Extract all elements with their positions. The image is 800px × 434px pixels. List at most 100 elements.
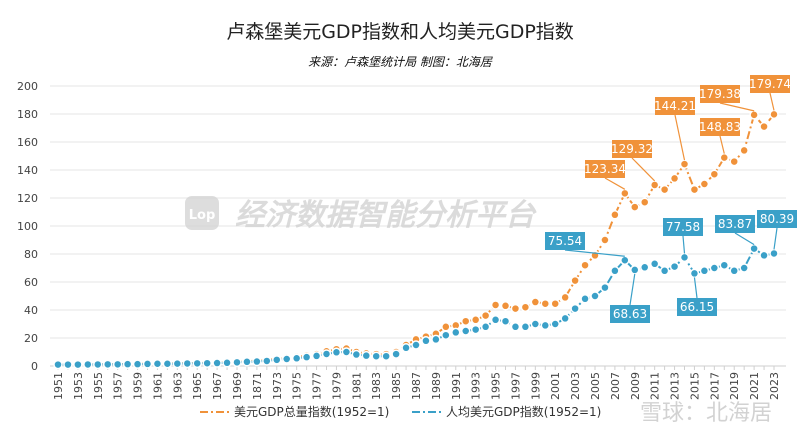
annotation-box: [715, 215, 755, 233]
data-point-1: [152, 359, 163, 369]
data-point-1: [659, 266, 670, 276]
chart-title: 卢森堡美元GDP指数和人均美元GDP指数: [226, 21, 574, 43]
data-point-1: [232, 357, 242, 368]
data-point-0: [739, 145, 749, 156]
x-tick-label: 1987: [410, 372, 423, 400]
data-point-0: [570, 275, 580, 286]
x-tick-label: 1961: [151, 372, 164, 400]
data-point-1: [301, 352, 312, 362]
data-point-0: [699, 179, 710, 189]
chart-subtitle: 来源：卢森堡统计局 制图：北海居: [308, 55, 493, 69]
data-point-1: [451, 327, 461, 338]
x-tick-label: 1991: [450, 372, 463, 400]
data-point-1: [441, 330, 451, 340]
x-tick-label: 2021: [748, 372, 761, 400]
data-point-0: [480, 310, 491, 321]
data-point-1: [192, 358, 202, 369]
annotation-leader: [693, 277, 698, 299]
annotation-box: [585, 160, 625, 178]
annotation-leader: [769, 92, 775, 111]
x-tick-label: 1957: [112, 372, 125, 400]
annotation-box: [610, 305, 650, 323]
data-point-1: [242, 357, 252, 367]
data-label: 123.34: [584, 162, 626, 176]
y-tick-label: 0: [31, 360, 38, 373]
data-point-1: [769, 248, 779, 259]
watermark-xueqiu: 雪球：北海居: [640, 401, 772, 426]
data-point-0: [510, 303, 521, 314]
y-tick-label: 40: [24, 304, 38, 317]
x-tick-label: 1951: [52, 372, 65, 400]
data-point-1: [570, 303, 580, 314]
x-tick-label: 1871: [251, 372, 264, 400]
annotation-leader: [564, 249, 625, 257]
data-point-1: [102, 359, 113, 370]
data-point-1: [639, 262, 650, 273]
data-point-1: [212, 358, 222, 368]
data-point-0: [441, 322, 451, 332]
x-tick-label: 1985: [390, 372, 403, 400]
x-tick-label: 1977: [311, 372, 324, 400]
data-point-1: [590, 291, 600, 301]
data-point-1: [669, 261, 680, 272]
data-point-1: [331, 347, 342, 358]
annotation-box: [757, 210, 797, 228]
annotation-box: [750, 75, 790, 93]
data-label: 68.63: [613, 307, 647, 321]
data-point-1: [391, 349, 401, 359]
annotation-leader: [719, 135, 725, 154]
x-tick-label: 2011: [649, 372, 662, 400]
data-label: 144.21: [654, 99, 696, 113]
x-tick-label: 1975: [291, 372, 304, 400]
data-point-1: [600, 282, 610, 293]
watermark-text: 经济数据智能分析平台: [235, 198, 537, 233]
data-point-0: [649, 180, 660, 190]
data-point-1: [281, 354, 292, 364]
data-point-1: [630, 265, 640, 275]
data-point-0: [709, 169, 720, 179]
data-label: 83.87: [718, 217, 752, 231]
data-point-1: [272, 355, 282, 365]
legend: 美元GDP总量指数(1952=1) 人均美元GDP指数(1952=1): [200, 404, 601, 419]
annotation-leader: [629, 273, 636, 306]
data-point-1: [341, 347, 352, 357]
data-point-0: [500, 301, 511, 311]
data-label: 129.32: [611, 142, 653, 156]
x-tick-label: 2003: [569, 372, 582, 400]
data-point-1: [112, 359, 123, 370]
data-point-1: [520, 322, 531, 332]
data-label: 77.58: [666, 220, 700, 234]
x-tick-label: 1989: [430, 372, 443, 400]
x-tick-label: 1997: [509, 372, 522, 400]
data-point-1: [460, 326, 471, 336]
y-tick-label: 200: [17, 80, 38, 93]
data-point-0: [580, 260, 590, 270]
data-point-0: [540, 298, 551, 309]
y-tick-label: 20: [24, 332, 38, 345]
data-label: 80.39: [760, 212, 794, 226]
x-tick-label: 2009: [629, 372, 642, 400]
data-point-0: [520, 302, 531, 312]
data-point-0: [689, 184, 700, 195]
annotation-leader: [674, 114, 686, 161]
watermark-logo-icon: [185, 196, 219, 230]
data-point-1: [620, 255, 630, 265]
legend-label-gdp: 美元GDP总量指数(1952=1): [234, 404, 389, 419]
data-point-0: [610, 210, 620, 220]
series-line-0: [58, 112, 775, 366]
data-point-1: [172, 358, 183, 369]
data-point-1: [63, 359, 73, 370]
data-point-0: [600, 235, 610, 245]
data-point-1: [182, 358, 193, 369]
data-point-1: [480, 322, 491, 332]
watermark-logo-text: Lop: [189, 208, 216, 223]
y-tick-label: 180: [17, 108, 38, 121]
data-point-1: [550, 319, 560, 329]
data-point-0: [659, 184, 670, 195]
data-point-1: [83, 359, 93, 370]
x-tick-label: 1973: [271, 372, 284, 400]
x-tick-label: 2019: [728, 372, 741, 400]
data-point-1: [132, 359, 143, 369]
data-point-1: [560, 313, 570, 324]
